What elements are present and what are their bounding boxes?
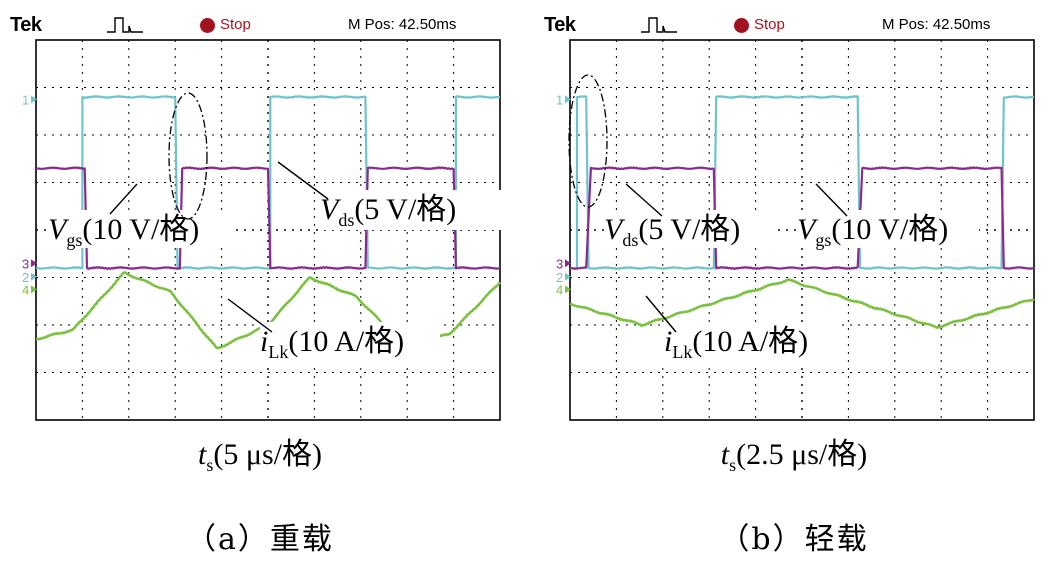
label-vds: Vds(5 V/格) bbox=[604, 213, 740, 250]
leader-ilk bbox=[227, 298, 273, 333]
run-status: Stop bbox=[220, 16, 251, 33]
trigger-pulse-icon bbox=[641, 17, 677, 33]
ch1-marker: 1 bbox=[556, 92, 563, 107]
ch3-marker-arrow-icon bbox=[565, 259, 571, 268]
run-status: Stop bbox=[754, 16, 785, 33]
main-position-readout: M Pos: 42.50ms bbox=[348, 16, 457, 33]
ch2-marker-arrow-icon bbox=[31, 272, 37, 281]
label-bg bbox=[260, 322, 440, 362]
annotations: Vgs(10 V/格) Vds(5 V/格) iLk(10 A/格) bbox=[48, 92, 502, 362]
label-ilk: iLk(10 A/格) bbox=[664, 325, 808, 362]
ch2-marker: 2 bbox=[556, 270, 563, 285]
time-scale-label: ts(5 μs/格) bbox=[198, 438, 322, 475]
ch4-marker: 4 bbox=[22, 282, 29, 297]
trace-ilk bbox=[569, 278, 1035, 330]
ch3-marker: 3 bbox=[22, 256, 29, 271]
scope-screen: 1 324 Vgs(10 V/格) Vds(5 V/格) iLk(10 A/格) bbox=[22, 39, 502, 421]
label-ilk: iLk(10 A/格) bbox=[260, 325, 404, 362]
label-vgs: Vgs(10 V/格) bbox=[797, 213, 948, 250]
panel-caption: （b）轻载 bbox=[719, 522, 869, 557]
ch1-marker: 1 bbox=[22, 92, 29, 107]
ch3-marker: 3 bbox=[556, 256, 563, 271]
leader-vds bbox=[277, 161, 329, 200]
ch3-marker-arrow-icon bbox=[31, 259, 37, 268]
label-bg bbox=[799, 210, 979, 248]
trace-vgs bbox=[35, 166, 501, 270]
trigger-pulse-icon bbox=[107, 17, 143, 33]
switching-highlight-ellipse bbox=[568, 74, 608, 208]
brand-label: Tek bbox=[10, 14, 42, 36]
ch2-marker: 2 bbox=[22, 270, 29, 285]
ch1-marker-arrow-icon bbox=[565, 95, 571, 104]
ch2-marker-arrow-icon bbox=[565, 272, 571, 281]
channel-markers: 1 324 bbox=[556, 92, 571, 297]
leader-vds bbox=[625, 183, 663, 217]
label-bg bbox=[50, 210, 230, 248]
trace-vgs bbox=[569, 166, 1035, 270]
ch1-marker-arrow-icon bbox=[31, 95, 37, 104]
brand-label: Tek bbox=[544, 14, 576, 36]
stop-indicator-icon bbox=[200, 18, 215, 33]
leader-ilk bbox=[645, 295, 677, 333]
scope-header: Tek Stop M Pos: 42.50ms bbox=[544, 12, 1044, 38]
ch4-marker-arrow-icon bbox=[31, 285, 37, 294]
panel-caption: （a）重载 bbox=[186, 522, 334, 557]
traces bbox=[569, 94, 1035, 330]
leader-vgs bbox=[109, 183, 138, 215]
channel-markers: 1 324 bbox=[22, 92, 37, 297]
ch4-marker-arrow-icon bbox=[565, 285, 571, 294]
trace-vds bbox=[569, 94, 1035, 270]
stop-indicator-icon bbox=[734, 18, 749, 33]
switching-highlight-ellipse bbox=[168, 92, 208, 220]
main-position-readout: M Pos: 42.50ms bbox=[882, 16, 991, 33]
label-bg bbox=[322, 190, 502, 230]
scope-screen: 1 324 Vds(5 V/格) Vgs(10 V/格) iLk(10 A/格) bbox=[556, 39, 1035, 421]
label-vgs: Vgs(10 V/格) bbox=[48, 213, 199, 250]
trace-vds bbox=[35, 95, 501, 270]
annotations: Vds(5 V/格) Vgs(10 V/格) iLk(10 A/格) bbox=[568, 74, 979, 362]
time-scale-label: ts(2.5 μs/格) bbox=[720, 438, 868, 475]
label-bg bbox=[662, 322, 842, 362]
leader-vgs bbox=[815, 183, 848, 217]
label-vds: Vds(5 V/格) bbox=[320, 193, 456, 230]
label-bg bbox=[604, 210, 772, 248]
scope-header: Tek Stop M Pos: 42.50ms bbox=[10, 12, 510, 38]
ch4-marker: 4 bbox=[556, 282, 563, 297]
